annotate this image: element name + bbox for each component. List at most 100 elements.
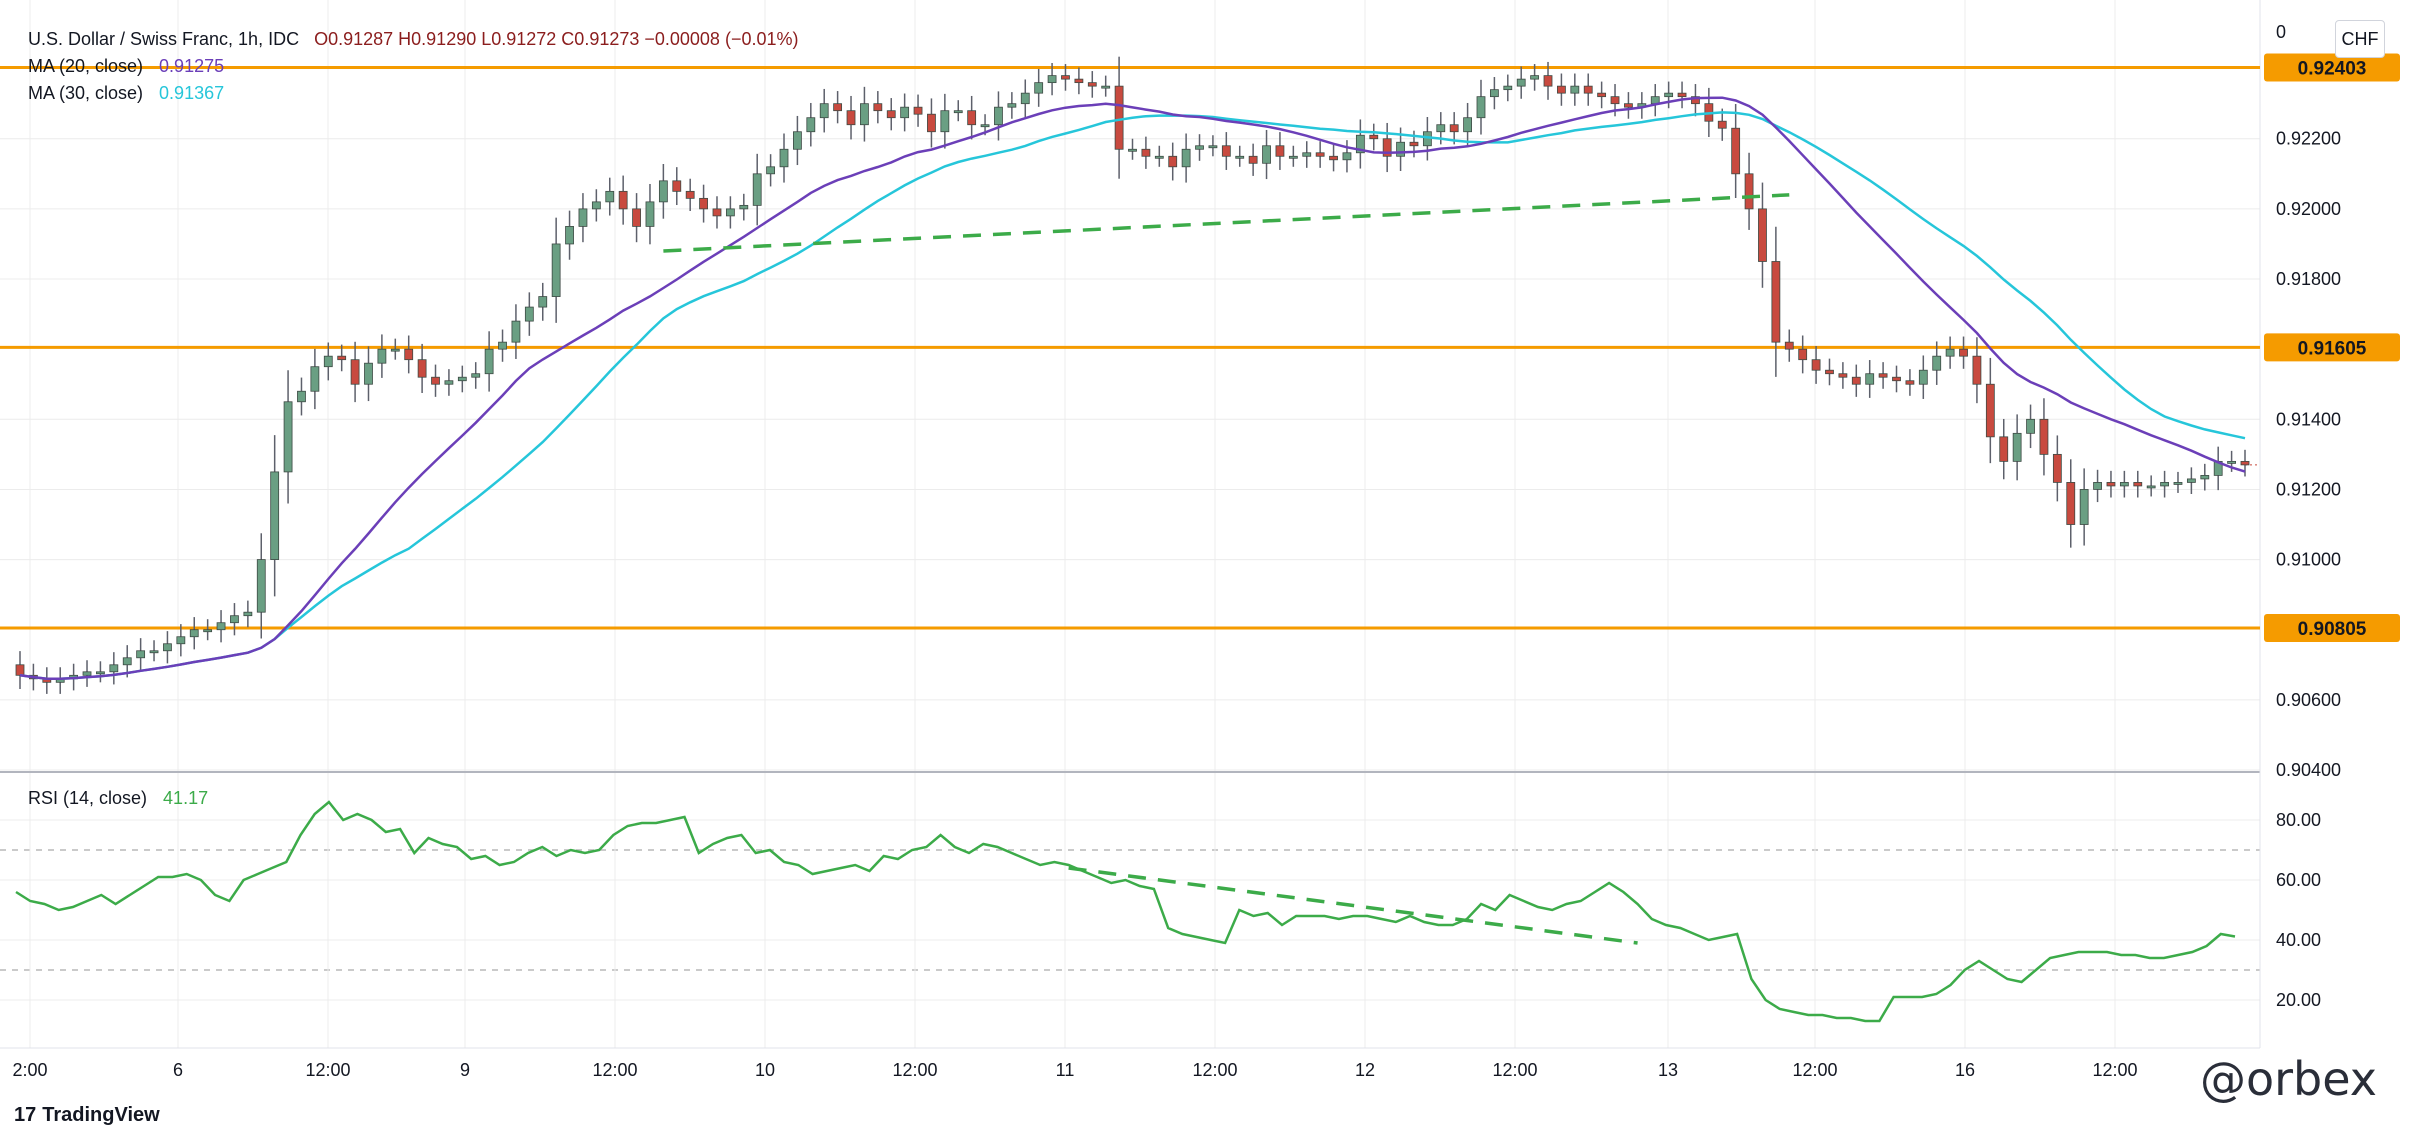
candle-body <box>404 348 414 361</box>
candle-body <box>699 197 708 210</box>
rsi-legend[interactable]: RSI (14, close) 41.17 <box>28 785 218 812</box>
candle-body <box>1020 92 1030 105</box>
candle-body <box>1449 124 1459 133</box>
candle-body <box>109 664 119 673</box>
candle-body <box>377 348 387 364</box>
level-price-tag <box>2264 333 2400 362</box>
candle-body <box>1543 75 1553 87</box>
symbol-title: U.S. Dollar / Swiss Franc, 1h, IDC <box>28 29 300 49</box>
candle-body <box>149 650 159 654</box>
candle-body <box>230 615 239 624</box>
candle-body <box>1221 145 1231 157</box>
candle-body <box>752 173 762 206</box>
candle-body <box>310 366 320 392</box>
ma30-legend[interactable]: MA (30, close) 0.91367 <box>28 80 234 107</box>
candle-body <box>1516 78 1526 87</box>
candle-body <box>364 362 373 385</box>
candle-body <box>913 106 923 115</box>
currency-button[interactable]: CHF <box>2335 20 2385 58</box>
ma20-legend[interactable]: MA (20, close) 0.91275 <box>28 53 234 80</box>
candle-body <box>1865 373 1875 385</box>
candle-body <box>1771 261 1781 343</box>
candle-body <box>1717 120 1727 129</box>
candle-body <box>2240 460 2250 466</box>
candle-body <box>2160 482 2169 487</box>
candle-body <box>900 106 910 119</box>
candle-body <box>511 320 521 343</box>
candle-body <box>1530 75 1540 80</box>
price-tick-label: 0.91400 <box>2276 409 2341 429</box>
candle-body <box>766 166 776 175</box>
time-tick-label: 6 <box>173 1060 183 1080</box>
candlestick-series <box>15 56 2250 694</box>
candle-body <box>2039 418 2049 455</box>
trend-lines[interactable] <box>663 193 1790 945</box>
candle-body <box>578 208 588 227</box>
price-labels: 0.92403 0.91605 0.90805 <box>2264 53 2400 642</box>
price-tick-label: 0.92200 <box>2276 129 2341 149</box>
axes: 0.90400 0.90600 0.91000 0.91200 0.91400 0.918… <box>0 0 2341 1080</box>
candle-body <box>1945 348 1955 357</box>
candle-body <box>1503 85 1513 91</box>
candle-body <box>1061 75 1070 80</box>
candle-body <box>1181 148 1191 168</box>
horizontal-levels[interactable] <box>0 66 2260 630</box>
candle-body <box>457 376 467 382</box>
tradingview-brand: TradingView <box>42 1104 160 1126</box>
time-tick-label: 12:00 <box>1492 1060 1537 1080</box>
candle-body <box>2026 418 2035 434</box>
candle-body <box>1007 103 1017 108</box>
candle-body <box>2200 475 2210 480</box>
candle-body <box>806 117 816 133</box>
level-price-tag <box>2264 53 2400 82</box>
candle-body <box>270 471 280 560</box>
candle-body <box>484 348 494 375</box>
candle-body <box>1691 96 1700 105</box>
candle-body <box>203 629 213 633</box>
candle-body <box>1114 85 1124 150</box>
candle-body <box>1154 155 1164 159</box>
candle-body <box>1315 152 1325 157</box>
candle-body <box>1892 376 1901 382</box>
candle-body <box>685 190 695 199</box>
level-price-label: 0.92403 <box>2298 59 2367 80</box>
candle-body <box>82 671 92 676</box>
candle-body <box>1798 348 1808 361</box>
ma30-line <box>19 111 2246 681</box>
rsi-tick-label: 60.00 <box>2276 870 2321 890</box>
candle-body <box>1382 138 1392 157</box>
candle-body <box>551 243 561 297</box>
candle-body <box>833 103 843 112</box>
candle-body <box>1436 124 1446 133</box>
candle-body <box>2079 489 2089 525</box>
candle-body <box>1342 152 1352 161</box>
candle-body <box>1918 369 1928 385</box>
candle-body <box>1396 141 1405 157</box>
candle-body <box>176 636 186 645</box>
candle-body <box>1557 85 1566 94</box>
moving-averages <box>19 96 2246 681</box>
candle-body <box>565 226 574 245</box>
candle-body <box>1784 341 1794 350</box>
candle-body <box>1731 127 1741 175</box>
price-tick-label: 0.91800 <box>2276 269 2341 289</box>
price-tick-label: 0.90600 <box>2276 690 2341 710</box>
candle-body <box>1851 376 1861 385</box>
candle-body <box>1047 75 1057 84</box>
orbex-watermark: @orbex <box>2200 1052 2377 1106</box>
candle-body <box>1597 92 1607 98</box>
candle-body <box>283 401 293 473</box>
time-tick-label: 12 <box>1355 1060 1375 1080</box>
candle-body <box>1329 155 1338 161</box>
candle-body <box>1262 145 1271 164</box>
rsi-tick-label: 80.00 <box>2276 810 2321 830</box>
time-tick-label: 12:00 <box>592 1060 637 1080</box>
candle-body <box>1972 355 1982 385</box>
candle-body <box>1583 85 1593 94</box>
level-price-tag <box>2264 613 2400 642</box>
rsi-tick-label: 20.00 <box>2276 990 2321 1010</box>
candle-body <box>967 110 977 126</box>
tradingview-logo[interactable]: 17 TradingView <box>14 1104 160 1127</box>
candle-body <box>1677 92 1687 98</box>
